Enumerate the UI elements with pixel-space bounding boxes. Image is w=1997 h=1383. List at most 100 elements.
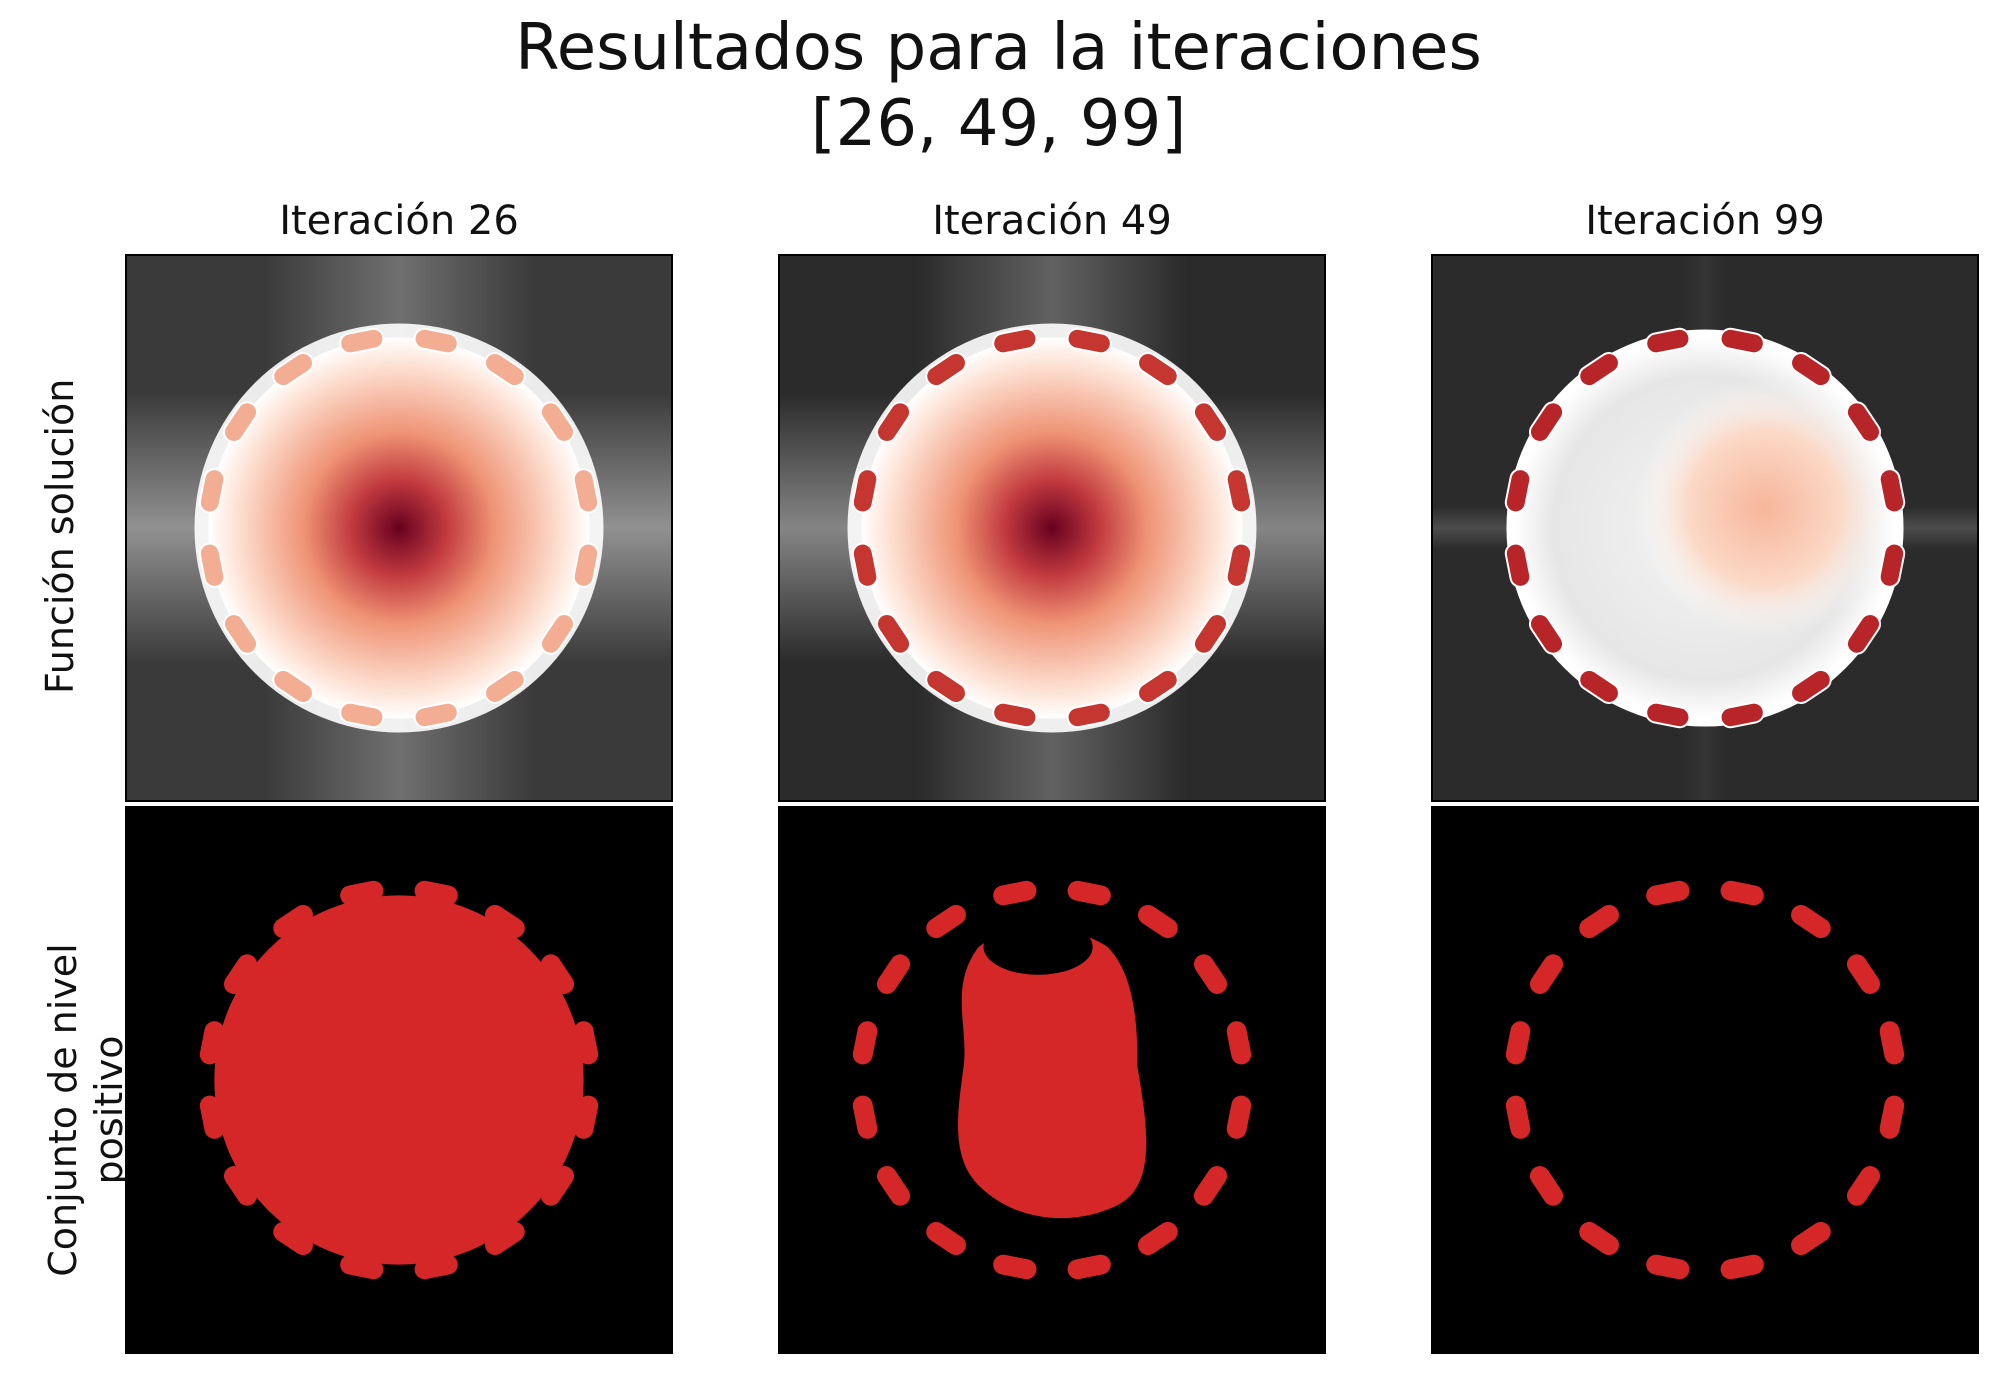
ring-segment xyxy=(484,351,526,388)
solution-positive-patch xyxy=(1635,379,1894,638)
ring-segments xyxy=(198,327,600,729)
levelset-disk xyxy=(214,895,584,1265)
ring-segment xyxy=(1192,401,1229,443)
ring-segment xyxy=(340,1254,384,1280)
levelset-background xyxy=(1433,808,1977,1352)
ring-segment xyxy=(223,954,258,994)
levelset-central-blob xyxy=(957,928,1147,1219)
ring-segments xyxy=(1504,327,1906,729)
ring-segment xyxy=(572,468,600,514)
ring-segment xyxy=(1529,954,1564,994)
ring-segment xyxy=(1504,542,1532,588)
row-label-solution-function: Función solución xyxy=(38,378,82,694)
ring-segment xyxy=(1879,1095,1905,1139)
ring-segment xyxy=(198,468,226,514)
ring-segment xyxy=(199,1095,225,1139)
heatmap-levelset-iteration-26 xyxy=(125,806,673,1354)
column-title-iteration-26: Iteración 26 xyxy=(279,198,519,244)
heatmap-solution-iteration-49 xyxy=(778,254,1326,802)
ring-segment xyxy=(925,668,967,705)
ring-segment xyxy=(540,954,575,994)
ring-segment xyxy=(413,701,459,729)
ring-segment xyxy=(993,880,1037,906)
ring-segment xyxy=(875,613,912,655)
ring-segment xyxy=(1646,1254,1690,1280)
column-title-iteration-99: Iteración 99 xyxy=(1585,198,1825,244)
levelset-ring-segments xyxy=(199,880,599,1280)
ring-segment xyxy=(992,701,1038,729)
ring-segment xyxy=(339,327,385,355)
ring-segment xyxy=(1137,668,1179,705)
ring-segment xyxy=(1192,613,1229,655)
ring-segment xyxy=(875,401,912,443)
levelset-hole xyxy=(983,919,1093,975)
ring-segment xyxy=(1791,904,1831,939)
ring-segment xyxy=(1066,701,1112,729)
ring-segment xyxy=(1720,1254,1764,1280)
ring-segment xyxy=(1645,701,1691,729)
ring-segment xyxy=(413,327,459,355)
solution-positive-region xyxy=(208,337,590,719)
ring-segment xyxy=(1579,904,1619,939)
ring-segment xyxy=(1066,327,1112,355)
ring-segment xyxy=(1193,1166,1228,1206)
heatmap-solution-iteration-99 xyxy=(1431,254,1979,802)
ring-segment xyxy=(272,668,314,705)
ring-segment xyxy=(1578,668,1620,705)
ring-segment xyxy=(1579,1221,1619,1256)
figure-title-line-1: Resultados para la iteraciones xyxy=(515,11,1482,85)
ring-segment xyxy=(1845,401,1882,443)
ring-segment xyxy=(851,468,879,514)
ring-segment xyxy=(1878,468,1906,514)
ring-segment xyxy=(222,401,259,443)
ring-segment xyxy=(573,1095,599,1139)
ring-segment xyxy=(484,668,526,705)
ring-segment xyxy=(199,1021,225,1065)
ring-segment xyxy=(339,701,385,729)
ring-segment xyxy=(1846,954,1881,994)
ring-segment xyxy=(539,613,576,655)
ring-segment xyxy=(926,904,966,939)
ring-segment xyxy=(540,1166,575,1206)
ring-segment xyxy=(1846,1166,1881,1206)
ring-segment xyxy=(1646,880,1690,906)
ring-segment xyxy=(1504,468,1532,514)
ring-segment xyxy=(1578,351,1620,388)
ring-segment xyxy=(1845,613,1882,655)
ring-segment xyxy=(876,954,911,994)
ring-segment xyxy=(1528,613,1565,655)
ring-segment xyxy=(1529,1166,1564,1206)
ring-segment xyxy=(1193,954,1228,994)
ring-segment xyxy=(414,1254,458,1280)
ring-segment xyxy=(1225,542,1253,588)
ring-segment xyxy=(198,542,226,588)
levelset-ring-segments xyxy=(852,880,1252,1280)
ring-segment xyxy=(1226,1021,1252,1065)
ring-segment xyxy=(876,1166,911,1206)
ring-segment xyxy=(1719,327,1765,355)
ring-segment xyxy=(1138,904,1178,939)
ring-segment xyxy=(1505,1095,1531,1139)
ring-segment xyxy=(1137,351,1179,388)
ring-segment xyxy=(485,904,525,939)
ring-segment xyxy=(1226,1095,1252,1139)
ring-segment xyxy=(1067,1254,1111,1280)
ring-segment xyxy=(851,542,879,588)
ring-segment xyxy=(414,880,458,906)
solution-positive-region xyxy=(861,337,1243,719)
ring-segments xyxy=(851,327,1253,729)
ring-segment xyxy=(1505,1021,1531,1065)
levelset-ring-segments xyxy=(1505,880,1905,1280)
ring-segment xyxy=(1645,327,1691,355)
ring-segment xyxy=(222,613,259,655)
heatmap-levelset-iteration-49 xyxy=(778,806,1326,1354)
ring-segment xyxy=(485,1221,525,1256)
ring-segment xyxy=(273,1221,313,1256)
ring-segment xyxy=(572,542,600,588)
ring-segment xyxy=(1067,880,1111,906)
ring-segment xyxy=(1528,401,1565,443)
ring-segment xyxy=(273,904,313,939)
ring-segment xyxy=(223,1166,258,1206)
ring-segment xyxy=(272,351,314,388)
ring-segment xyxy=(993,1254,1037,1280)
